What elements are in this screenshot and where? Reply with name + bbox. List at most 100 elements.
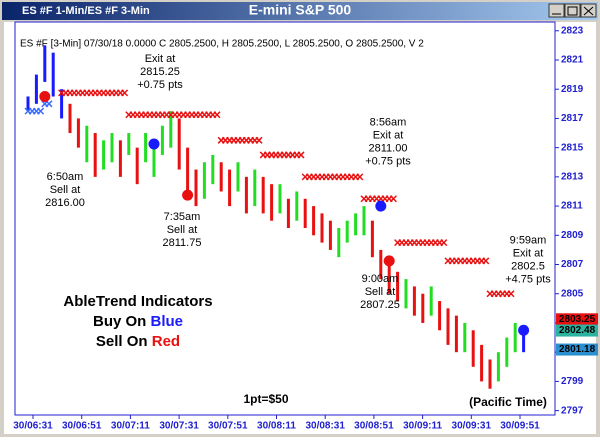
stop-marker <box>402 239 414 247</box>
x-tick-label: 30/07:31 <box>159 421 199 432</box>
stop-marker <box>251 136 263 144</box>
annotation-text: 9:59am <box>510 234 547 246</box>
stop-marker <box>419 239 431 247</box>
stop-marker <box>436 239 448 247</box>
y-tick-label: 2821 <box>561 55 584 66</box>
annotation-text: Exit at <box>513 247 544 259</box>
stop-marker <box>301 173 313 181</box>
y-tick-label: 2819 <box>561 84 584 95</box>
chart-title: E-mini S&P 500 <box>249 2 352 18</box>
stop-marker <box>167 111 179 119</box>
stop-marker <box>276 151 288 159</box>
legend-heading: AbleTrend Indicators <box>63 293 212 310</box>
stop-marker <box>209 111 221 119</box>
stop-marker <box>478 257 490 265</box>
stop-marker <box>326 173 339 181</box>
annotation-text: 2802.5 <box>511 260 545 272</box>
stop-marker <box>318 173 330 181</box>
stop-marker <box>444 257 456 265</box>
stop-marker <box>108 89 120 97</box>
annotation-text: +0.75 pts <box>365 155 411 167</box>
stop-marker <box>175 111 187 119</box>
stop-marker <box>469 257 481 265</box>
price-marker-label: 2802.48 <box>559 325 596 336</box>
annotation-text: 2815.25 <box>140 66 180 78</box>
stop-marker <box>368 195 381 203</box>
stop-marker <box>284 151 297 159</box>
stop-marker <box>452 257 465 265</box>
x-tick-label: 30/07:11 <box>111 421 150 432</box>
stop-marker <box>142 111 154 119</box>
stop-marker <box>385 195 397 203</box>
stop-marker <box>268 151 280 159</box>
stop-marker <box>83 89 95 97</box>
stop-marker <box>58 89 70 97</box>
stop-marker <box>461 257 473 265</box>
stop-marker <box>343 173 355 181</box>
price-marker-label: 2803.25 <box>559 314 596 325</box>
signal-dot <box>375 200 387 212</box>
annotation-text: Sell at <box>167 224 198 236</box>
stop-marker <box>192 111 204 119</box>
stop-marker <box>360 195 372 203</box>
legend-sell: Sell On Red <box>96 333 180 350</box>
price-marker-box <box>556 324 598 337</box>
stop-marker <box>116 89 129 97</box>
stop-marker <box>24 107 36 115</box>
stop-marker <box>427 239 439 247</box>
stop-marker <box>486 290 498 298</box>
x-tick-label: 30/08:11 <box>257 421 296 432</box>
y-tick-label: 2817 <box>561 113 584 124</box>
stop-marker <box>184 111 196 119</box>
price-marker-box <box>556 313 598 326</box>
price-marker-label: 2801.18 <box>559 344 596 355</box>
y-tick-label: 2799 <box>561 376 584 387</box>
stop-marker <box>66 89 78 97</box>
stop-marker <box>335 173 347 181</box>
minimize-button[interactable] <box>548 3 565 18</box>
stop-marker <box>100 89 112 97</box>
x-tick-label: 30/06:51 <box>62 421 102 432</box>
annotation-text: 9:00am <box>362 273 399 285</box>
y-tick-label: 2809 <box>561 230 584 241</box>
stop-marker <box>226 136 238 144</box>
button-icons <box>552 6 594 16</box>
y-tick-label: 2823 <box>561 25 584 36</box>
stop-marker <box>310 173 322 181</box>
stop-marker <box>200 111 213 119</box>
annotation-text: 7:35am <box>164 211 201 223</box>
stop-marker <box>242 136 255 144</box>
stop-marker <box>394 239 406 247</box>
stop-marker <box>125 111 137 119</box>
window-title: ES #F 1-Min/ES #F 3-Min <box>22 5 150 17</box>
x-tick-label: 30/09:11 <box>403 421 442 432</box>
y-tick-label: 2797 <box>561 405 584 416</box>
stop-marker <box>91 89 103 97</box>
stop-marker <box>158 111 171 119</box>
legend-buy-word: Blue <box>151 313 184 330</box>
stop-marker <box>410 239 423 247</box>
stop-marker <box>217 136 229 144</box>
signal-dot <box>383 255 395 267</box>
stop-marker <box>74 89 87 97</box>
y-tick-label: 2815 <box>561 142 584 153</box>
legend-buy: Buy On Blue <box>93 313 183 330</box>
x-tick-label: 30/08:51 <box>354 421 394 432</box>
annotation-text: 6:50am <box>47 171 84 183</box>
stop-marker <box>259 151 271 159</box>
y-tick-label: 2807 <box>561 259 584 270</box>
x-tick-label: 30/07:51 <box>208 421 248 432</box>
price-marker-box <box>556 343 598 356</box>
chart-header: ES #F [3-Min] 07/30/18 0.0000 C 2805.250… <box>20 39 424 50</box>
stop-marker <box>133 111 145 119</box>
y-tick-label: 2811 <box>561 201 583 212</box>
stop-marker <box>494 290 507 298</box>
annotation-text: 2811.00 <box>369 142 408 154</box>
stop-marker <box>503 290 515 298</box>
timezone-note: (Pacific Time) <box>469 395 547 409</box>
plot-background <box>4 22 596 434</box>
signal-dot <box>182 189 194 201</box>
x-tick-label: 30/08:31 <box>305 421 345 432</box>
x-tick-label: 30/09:31 <box>452 421 492 432</box>
